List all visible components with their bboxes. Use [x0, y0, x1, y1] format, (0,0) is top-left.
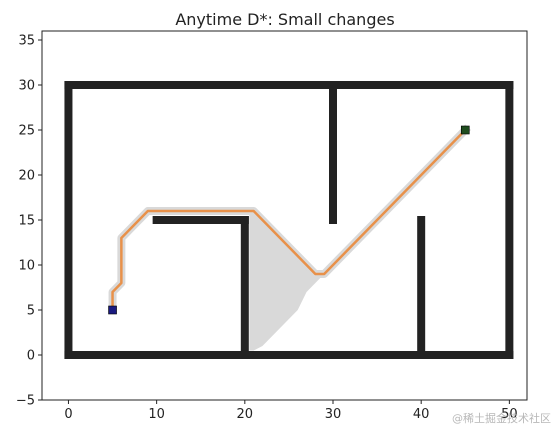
start-marker [108, 305, 117, 315]
y-tick-label: 35 [18, 34, 35, 49]
y-tick-label: 0 [27, 349, 35, 364]
x-tick-label: 50 [501, 407, 518, 422]
plot-area [64, 81, 514, 359]
y-tick-label: 30 [18, 79, 35, 94]
y-tick-label: 20 [18, 169, 35, 184]
chart-title: Anytime D*: Small changes [175, 10, 394, 29]
watermark: @稀土掘金技术社区 [452, 412, 551, 425]
x-tick-label: 30 [325, 407, 342, 422]
axes-frame [41, 30, 528, 401]
goal-marker [460, 125, 470, 135]
y-tick-label: 15 [18, 214, 35, 229]
x-tick-label: 0 [64, 407, 72, 422]
y-tick-label: 10 [18, 259, 35, 274]
axes: 0 10 20 30 40 50 −5 0 5 10 15 20 25 30 35 [16, 30, 528, 422]
path-line [111, 128, 467, 312]
y-tick-label: −5 [16, 394, 35, 409]
y-tick-label: 5 [27, 304, 35, 319]
x-tick-label: 10 [148, 407, 165, 422]
explored-region [249, 211, 325, 351]
y-tick-label: 25 [18, 124, 35, 139]
x-tick-label: 20 [237, 407, 254, 422]
x-tick-label: 40 [413, 407, 430, 422]
